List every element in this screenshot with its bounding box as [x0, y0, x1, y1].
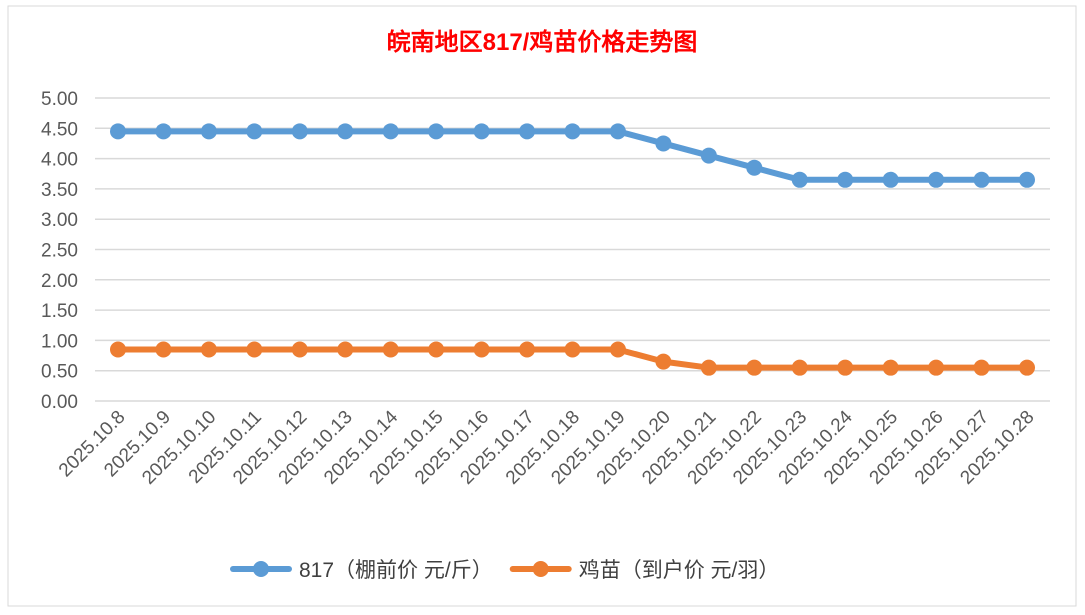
- data-point: [655, 353, 672, 370]
- data-point: [200, 123, 217, 140]
- legend-label: 817（棚前价 元/斤）: [299, 559, 493, 582]
- y-tick-label: 5.00: [41, 89, 78, 110]
- data-point: [155, 341, 172, 358]
- data-point: [973, 359, 990, 376]
- data-point: [382, 123, 399, 140]
- data-point: [200, 341, 217, 358]
- data-point: [382, 341, 399, 358]
- data-point: [337, 123, 354, 140]
- legend-label: 鸡苗（到户价 元/羽）: [579, 559, 780, 582]
- data-point: [564, 341, 581, 358]
- y-tick-label: 1.50: [41, 301, 78, 322]
- data-point: [564, 123, 581, 140]
- data-point: [928, 359, 945, 376]
- data-point: [519, 341, 536, 358]
- y-tick-label: 2.00: [41, 271, 78, 292]
- data-point: [519, 123, 536, 140]
- chart-border: [7, 5, 1077, 607]
- data-point: [337, 341, 354, 358]
- data-point: [1019, 359, 1035, 376]
- data-point: [837, 359, 854, 376]
- data-point: [110, 341, 126, 358]
- y-tick-label: 4.00: [41, 150, 78, 171]
- data-point: [746, 359, 763, 376]
- data-point: [791, 171, 808, 188]
- legend-marker-icon: [532, 561, 549, 577]
- data-point: [428, 341, 445, 358]
- data-point: [291, 341, 308, 358]
- data-point: [882, 359, 899, 376]
- data-point: [609, 341, 626, 358]
- legend-marker-icon: [253, 561, 269, 577]
- y-tick-label: 2.50: [41, 241, 78, 262]
- y-tick-label: 3.50: [41, 180, 78, 201]
- data-point: [837, 171, 854, 188]
- data-point: [155, 123, 172, 140]
- chart-title: 皖南地区817/鸡苗价格走势图: [387, 28, 698, 56]
- data-point: [473, 341, 490, 358]
- data-point: [700, 359, 717, 376]
- data-point: [473, 123, 490, 140]
- data-point: [928, 171, 945, 188]
- data-point: [791, 359, 808, 376]
- y-tick-label: 0.00: [41, 392, 78, 413]
- data-point: [700, 147, 717, 164]
- y-tick-label: 0.50: [41, 362, 78, 383]
- data-point: [1019, 171, 1035, 188]
- data-point: [973, 171, 990, 188]
- y-tick-label: 1.00: [41, 331, 78, 352]
- data-point: [110, 123, 126, 140]
- data-point: [609, 123, 626, 140]
- y-tick-label: 4.50: [41, 119, 78, 140]
- data-point: [246, 123, 263, 140]
- data-point: [655, 135, 672, 152]
- y-tick-label: 3.00: [41, 210, 78, 231]
- data-point: [246, 341, 263, 358]
- data-point: [746, 159, 763, 176]
- data-point: [882, 171, 899, 188]
- data-point: [428, 123, 445, 140]
- data-point: [291, 123, 308, 140]
